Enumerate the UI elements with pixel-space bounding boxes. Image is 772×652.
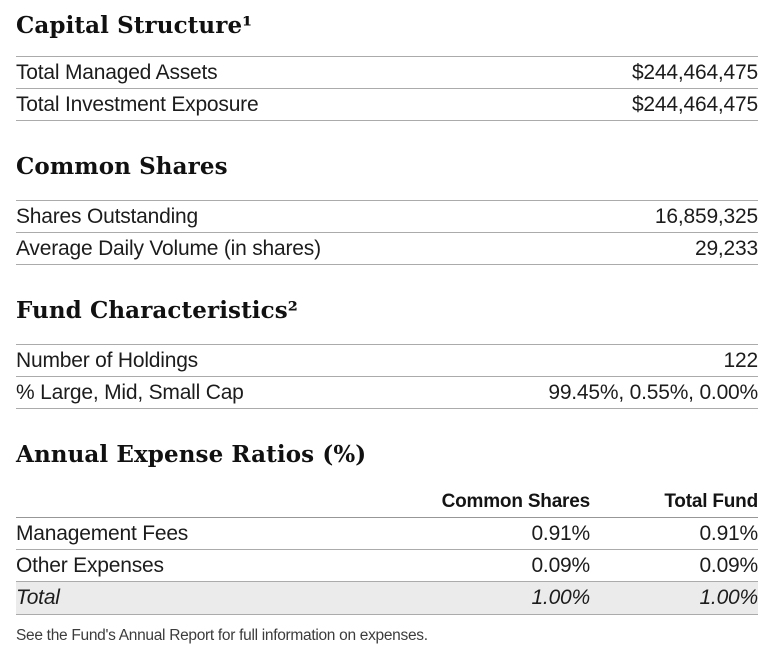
row-value-total-fund: 0.91% <box>699 521 758 545</box>
table-row: Other Expenses 0.09% 0.09% <box>16 550 758 582</box>
column-header-total-fund: Total Fund <box>664 491 758 512</box>
row-value-common-shares: 0.09% <box>531 553 590 577</box>
row-label: Management Fees <box>16 521 189 545</box>
row-value: 16,859,325 <box>654 204 758 228</box>
row-value: $244,464,475 <box>631 92 758 116</box>
table-row-total: Total 1.00% 1.00% <box>16 582 758 615</box>
fund-characteristics-title: Fund Characteristics² <box>16 297 298 324</box>
row-value: $244,464,475 <box>631 60 758 84</box>
row-value: 122 <box>723 348 759 372</box>
row-label: % Large, Mid, Small Cap <box>16 380 244 404</box>
fund-characteristics-table: Number of Holdings 122 % Large, Mid, Sma… <box>16 344 758 409</box>
capital-structure-title: Capital Structure¹ <box>16 12 253 39</box>
section-capital-structure: Capital Structure¹ Total Managed Assets … <box>16 12 758 121</box>
table-row: Total Managed Assets $244,464,475 <box>16 57 758 89</box>
row-value-common-shares: 0.91% <box>531 521 590 545</box>
row-label: Shares Outstanding <box>16 204 199 228</box>
expense-table-header: Common Shares Total Fund <box>16 488 758 518</box>
table-row: Management Fees 0.91% 0.91% <box>16 518 758 550</box>
row-label: Total <box>16 586 60 609</box>
column-header-common-shares: Common Shares <box>441 491 591 512</box>
row-label: Other Expenses <box>16 553 164 577</box>
row-value: 29,233 <box>694 236 758 260</box>
row-value: 99.45%, 0.55%, 0.00% <box>548 380 758 404</box>
common-shares-title: Common Shares <box>16 153 228 180</box>
row-label: Average Daily Volume (in shares) <box>16 236 321 260</box>
row-value-total-fund: 0.09% <box>699 553 758 577</box>
table-row: % Large, Mid, Small Cap 99.45%, 0.55%, 0… <box>16 377 758 409</box>
row-label: Number of Holdings <box>16 348 198 372</box>
section-annual-expense-ratios: Annual Expense Ratios (%) Common Shares … <box>16 441 758 645</box>
table-row: Total Investment Exposure $244,464,475 <box>16 89 758 121</box>
table-row: Shares Outstanding 16,859,325 <box>16 201 758 233</box>
row-value-total-fund: 1.00% <box>699 586 758 609</box>
row-label: Total Managed Assets <box>16 60 218 84</box>
table-row: Number of Holdings 122 <box>16 345 758 377</box>
section-fund-characteristics: Fund Characteristics² Number of Holdings… <box>16 297 758 409</box>
row-value-common-shares: 1.00% <box>531 586 590 609</box>
annual-expense-ratios-title: Annual Expense Ratios (%) <box>16 441 367 468</box>
section-common-shares: Common Shares Shares Outstanding 16,859,… <box>16 153 758 265</box>
table-row: Average Daily Volume (in shares) 29,233 <box>16 233 758 265</box>
capital-structure-table: Total Managed Assets $244,464,475 Total … <box>16 56 758 121</box>
row-label: Total Investment Exposure <box>16 92 259 116</box>
common-shares-table: Shares Outstanding 16,859,325 Average Da… <box>16 200 758 265</box>
expenses-footnote: See the Fund's Annual Report for full in… <box>16 627 428 644</box>
